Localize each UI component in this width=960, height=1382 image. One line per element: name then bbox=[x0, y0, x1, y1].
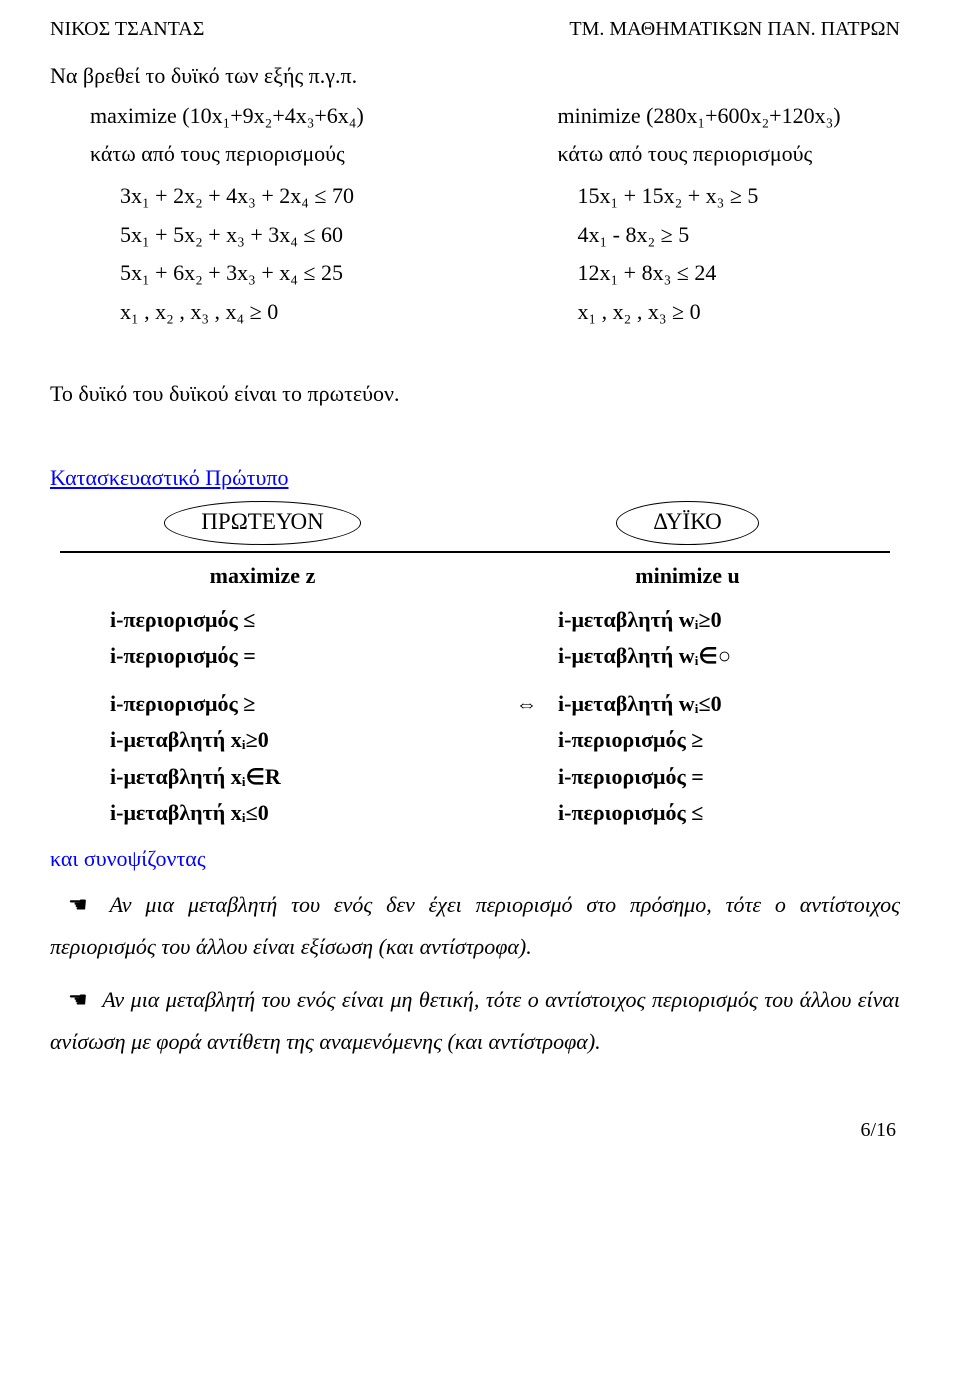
primal-c4: x₁ , x₂ , x₃ , x₄ ≥ 0 bbox=[120, 293, 558, 332]
hand-icon: ☚ bbox=[68, 884, 88, 926]
summary-title: και συνοψίζοντας bbox=[50, 842, 900, 876]
primal-opt: maximize z bbox=[50, 559, 475, 593]
primal-subject: κάτω από τους περιορισμούς bbox=[90, 137, 558, 171]
header-right: ΤΜ. ΜΑΘΗΜΑΤΙΚΩΝ ΠΑΝ. ΠΑΤΡΩΝ bbox=[569, 14, 900, 45]
hand-icon: ☚ bbox=[68, 979, 88, 1021]
row3-left: i-περιορισμός ≥ bbox=[50, 687, 501, 721]
row1-left: i-περιορισμός ≤ bbox=[50, 603, 501, 637]
dual-bubble: ΔΥΪΚΟ bbox=[616, 501, 759, 545]
dual-subject: κάτω από τους περιορισμούς bbox=[558, 137, 941, 171]
row3-right: i-μεταβλητή wᵢ≤0 bbox=[552, 687, 960, 721]
divider bbox=[60, 551, 890, 553]
dual-of-dual: Το δυϊκό του δυϊκού είναι το πρωτεύον. bbox=[50, 377, 900, 411]
primal-c1: 3x₁ + 2x₂ + 4x₃ + 2x₄ ≤ 70 bbox=[120, 177, 558, 216]
primal-c2: 5x₁ + 5x₂ + x₃ + 3x₄ ≤ 60 bbox=[120, 216, 558, 255]
primal-c3: 5x₁ + 6x₂ + 3x₃ + x₄ ≤ 25 bbox=[120, 254, 558, 293]
row2-right: i-μεταβλητή wᵢ∈○ bbox=[552, 639, 960, 673]
row5-left: i-μεταβλητή xᵢ∈R bbox=[50, 760, 501, 794]
dual-opt: minimize u bbox=[475, 559, 900, 593]
row4-right: i-περιορισμός ≥ bbox=[552, 723, 960, 757]
row2-left: i-περιορισμός = bbox=[50, 639, 501, 673]
row1-right: i-μεταβλητή wᵢ≥0 bbox=[552, 603, 960, 637]
dual-c3: 12x₁ + 8x₃ ≤ 24 bbox=[578, 254, 941, 293]
row5-right: i-περιορισμός = bbox=[552, 760, 960, 794]
primal-objective: maximize (10x₁+9x₂+4x₃+6x₄) bbox=[90, 99, 558, 133]
dual-c2: 4x₁ - 8x₂ ≥ 5 bbox=[578, 216, 941, 255]
iff-icon: ⇔ bbox=[501, 687, 552, 721]
bullet-2: Αν μια μεταβλητή του ενός είναι μη θετικ… bbox=[50, 987, 900, 1054]
dual-c4: x₁ , x₂ , x₃ ≥ 0 bbox=[578, 293, 941, 332]
dual-objective: minimize (280x₁+600x₂+120x₃) bbox=[558, 99, 941, 133]
row6-left: i-μεταβλητή xᵢ≤0 bbox=[50, 796, 501, 830]
dual-c1: 15x₁ + 15x₂ + x₃ ≥ 5 bbox=[578, 177, 941, 216]
row6-right: i-περιορισμός ≤ bbox=[552, 796, 960, 830]
row4-left: i-μεταβλητή xᵢ≥0 bbox=[50, 723, 501, 757]
primal-bubble: ΠΡΩΤΕΥΟΝ bbox=[164, 501, 360, 545]
page-number: 6/16 bbox=[50, 1115, 900, 1146]
schema-title: Κατασκευαστικό Πρώτυπο bbox=[50, 461, 900, 495]
bullet-1: Αν μια μεταβλητή του ενός δεν έχει περιο… bbox=[50, 892, 900, 959]
header-left: ΝΙΚΟΣ ΤΣΑΝΤΑΣ bbox=[50, 14, 204, 45]
intro-text: Να βρεθεί το δυϊκό των εξής π.γ.π. bbox=[50, 59, 900, 93]
